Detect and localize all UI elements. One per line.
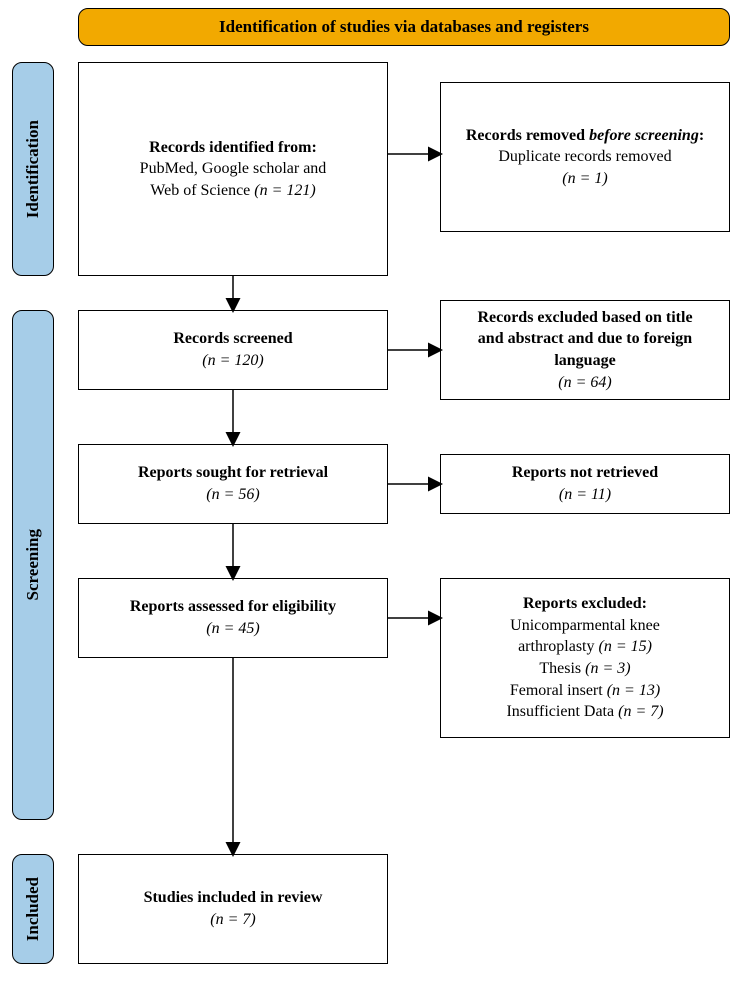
text: :	[699, 127, 704, 144]
box-reports-sought: Reports sought for retrieval (n = 56)	[78, 444, 388, 524]
box-records-removed: Records removed before screening: Duplic…	[440, 82, 730, 232]
phase-identification-label: Identification	[23, 120, 43, 218]
phase-screening: Screening	[12, 310, 54, 820]
text: Records removed before screening:	[466, 125, 704, 147]
text: arthroplasty (n = 15)	[518, 636, 652, 658]
text: Reports assessed for eligibility	[130, 596, 336, 618]
text: (n = 3)	[585, 660, 630, 677]
text: Records screened	[173, 328, 292, 350]
text: Duplicate records removed	[498, 146, 671, 168]
text: Records removed	[466, 127, 589, 144]
text: arthroplasty	[518, 638, 598, 655]
text: and abstract and due to foreign	[478, 328, 692, 350]
text: Reports sought for retrieval	[138, 462, 328, 484]
phase-included-label: Included	[23, 877, 43, 941]
box-studies-included: Studies included in review (n = 7)	[78, 854, 388, 964]
banner-text: Identification of studies via databases …	[219, 17, 589, 37]
text: (n = 121)	[254, 182, 315, 199]
box-reports-assessed: Reports assessed for eligibility (n = 45…	[78, 578, 388, 658]
phase-identification: Identification	[12, 62, 54, 276]
text: Insufficient Data (n = 7)	[506, 701, 663, 723]
text: Unicomparmental knee	[510, 615, 660, 637]
text: (n = 7)	[210, 909, 255, 931]
text: Records excluded based on title	[477, 307, 692, 329]
text: Web of Science (n = 121)	[150, 180, 315, 202]
text: (n = 7)	[618, 703, 663, 720]
text: (n = 56)	[206, 484, 259, 506]
flowchart-canvas: Identification of studies via databases …	[0, 0, 748, 983]
text: Thesis (n = 3)	[539, 658, 630, 680]
text: Femoral insert (n = 13)	[510, 680, 660, 702]
text: Thesis	[539, 660, 585, 677]
text: (n = 64)	[558, 372, 611, 394]
text: Reports not retrieved	[512, 462, 658, 484]
text: Records identified from:	[149, 137, 317, 159]
text: (n = 11)	[559, 484, 611, 506]
box-records-identified: Records identified from: PubMed, Google …	[78, 62, 388, 276]
box-records-screened: Records screened (n = 120)	[78, 310, 388, 390]
phase-screening-label: Screening	[23, 529, 43, 600]
text: Web of Science	[150, 182, 254, 199]
box-reports-excluded-list: Reports excluded: Unicomparmental knee a…	[440, 578, 730, 738]
text: PubMed, Google scholar and	[140, 158, 327, 180]
text: (n = 120)	[202, 350, 263, 372]
text: Reports excluded:	[523, 593, 647, 615]
text: Femoral insert	[510, 682, 607, 699]
phase-included: Included	[12, 854, 54, 964]
text: language	[554, 350, 615, 372]
text: (n = 13)	[607, 682, 660, 699]
banner-title: Identification of studies via databases …	[78, 8, 730, 46]
text: Insufficient Data	[506, 703, 618, 720]
text: (n = 1)	[562, 168, 607, 190]
text: (n = 45)	[206, 618, 259, 640]
text: Studies included in review	[144, 887, 323, 909]
box-reports-not-retrieved: Reports not retrieved (n = 11)	[440, 454, 730, 514]
text: before screening	[589, 127, 699, 144]
text: (n = 15)	[598, 638, 651, 655]
box-records-excluded-title-abstract: Records excluded based on title and abst…	[440, 300, 730, 400]
